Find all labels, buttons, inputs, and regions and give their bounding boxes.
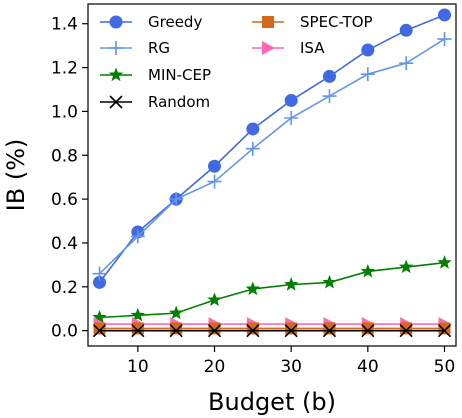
data-point-min-cep xyxy=(245,281,260,296)
legend-marker-greedy xyxy=(109,15,123,29)
data-point-random xyxy=(284,324,298,338)
data-point-greedy xyxy=(246,122,260,136)
data-point-random xyxy=(92,324,107,338)
data-point-min-cep xyxy=(437,255,452,269)
legend-marker-rg xyxy=(109,41,123,55)
data-point-greedy xyxy=(284,93,298,107)
series-random xyxy=(92,324,452,338)
legend-item-greedy: Greedy xyxy=(100,13,202,31)
legend-marker-min-cep xyxy=(108,67,124,82)
data-point-greedy xyxy=(208,159,221,173)
x-tick-label: 10 xyxy=(127,357,149,377)
data-point-spec-top xyxy=(438,322,451,335)
data-point-random xyxy=(437,324,452,338)
x-tick-label: 30 xyxy=(280,357,302,377)
legend-marker-spec-top xyxy=(262,16,274,28)
data-point-random xyxy=(399,324,413,338)
data-point-rg xyxy=(284,111,299,125)
legend-label: ISA xyxy=(300,39,325,57)
data-point-greedy xyxy=(438,8,451,22)
data-point-min-cep xyxy=(169,305,184,320)
data-point-min-cep xyxy=(207,292,222,307)
data-point-spec-top xyxy=(93,322,106,335)
legend-item-rg: RG xyxy=(100,39,170,57)
x-tick-label: 20 xyxy=(204,357,226,377)
y-tick-label: 1.2 xyxy=(51,59,78,79)
data-point-random xyxy=(131,324,145,338)
data-point-spec-top xyxy=(285,322,298,335)
legend: Greedy RG MIN-CEP Random SPEC-TOP ISA xyxy=(100,13,373,111)
y-tick-label: 1.0 xyxy=(51,102,78,122)
x-axis-title: Budget (b) xyxy=(208,388,336,416)
series-line-min-cep xyxy=(99,261,445,319)
data-point-random xyxy=(207,324,222,338)
data-point-random xyxy=(322,324,337,338)
legend-marker-random xyxy=(109,95,123,109)
data-point-min-cep xyxy=(284,277,299,291)
legend-label: MIN-CEP xyxy=(148,66,211,84)
data-point-rg xyxy=(399,56,414,71)
legend-label: RG xyxy=(148,39,170,57)
data-point-rg xyxy=(207,174,222,189)
legend-marker-isa xyxy=(262,41,275,55)
data-point-spec-top xyxy=(208,322,221,335)
data-point-min-cep xyxy=(130,307,145,322)
data-point-rg xyxy=(245,141,260,156)
data-point-greedy xyxy=(93,275,106,289)
y-tick-label: 0.4 xyxy=(51,234,78,254)
y-tick-label: 0.2 xyxy=(51,278,78,298)
legend-item-min-cep: MIN-CEP xyxy=(100,66,211,84)
data-point-random xyxy=(361,324,375,338)
data-point-random xyxy=(246,324,260,338)
series-line-rg xyxy=(98,38,445,275)
data-point-min-cep xyxy=(360,263,375,278)
data-point-random xyxy=(169,324,183,338)
data-point-spec-top xyxy=(170,322,183,335)
x-tick-label: 50 xyxy=(434,357,456,377)
series-rg xyxy=(92,32,452,281)
legend-item-spec-top: SPEC-TOP xyxy=(252,13,373,31)
data-point-spec-top xyxy=(400,322,413,335)
legend-label: Random xyxy=(148,93,210,111)
data-point-rg xyxy=(437,32,452,47)
legend-item-random: Random xyxy=(100,93,210,111)
x-axis: 10 20 30 40 50 xyxy=(127,346,455,377)
data-point-rg xyxy=(130,229,145,244)
data-point-rg xyxy=(169,192,184,207)
data-point-greedy xyxy=(399,23,413,37)
data-point-spec-top xyxy=(131,322,144,335)
y-tick-label: 0.0 xyxy=(51,322,78,342)
data-point-min-cep xyxy=(92,310,107,324)
y-tick-label: 1.4 xyxy=(51,15,78,35)
data-point-greedy xyxy=(361,43,375,57)
y-axis-title: IB (%) xyxy=(2,139,30,212)
data-point-min-cep xyxy=(322,274,337,289)
series-min-cep xyxy=(92,255,452,324)
data-point-spec-top xyxy=(246,322,259,335)
data-point-spec-top xyxy=(323,322,336,335)
y-tick-label: 0.8 xyxy=(51,146,78,166)
legend-item-isa: ISA xyxy=(252,39,325,57)
legend-label: Greedy xyxy=(148,13,202,31)
x-tick-label: 40 xyxy=(357,357,379,377)
plot-area xyxy=(87,3,457,347)
series-line-greedy xyxy=(98,14,445,283)
data-point-greedy xyxy=(323,69,336,83)
data-point-rg xyxy=(322,89,337,104)
y-tick-label: 0.6 xyxy=(51,190,78,210)
data-point-spec-top xyxy=(361,322,374,335)
legend-label: SPEC-TOP xyxy=(300,13,373,31)
y-axis: 0.0 0.2 0.4 0.6 0.8 1.0 1.2 1.4 xyxy=(51,15,88,342)
series-layer xyxy=(92,8,452,338)
series-spec-top xyxy=(93,322,451,335)
data-point-min-cep xyxy=(399,259,414,274)
data-point-rg xyxy=(360,67,375,82)
data-point-rg xyxy=(92,266,107,281)
